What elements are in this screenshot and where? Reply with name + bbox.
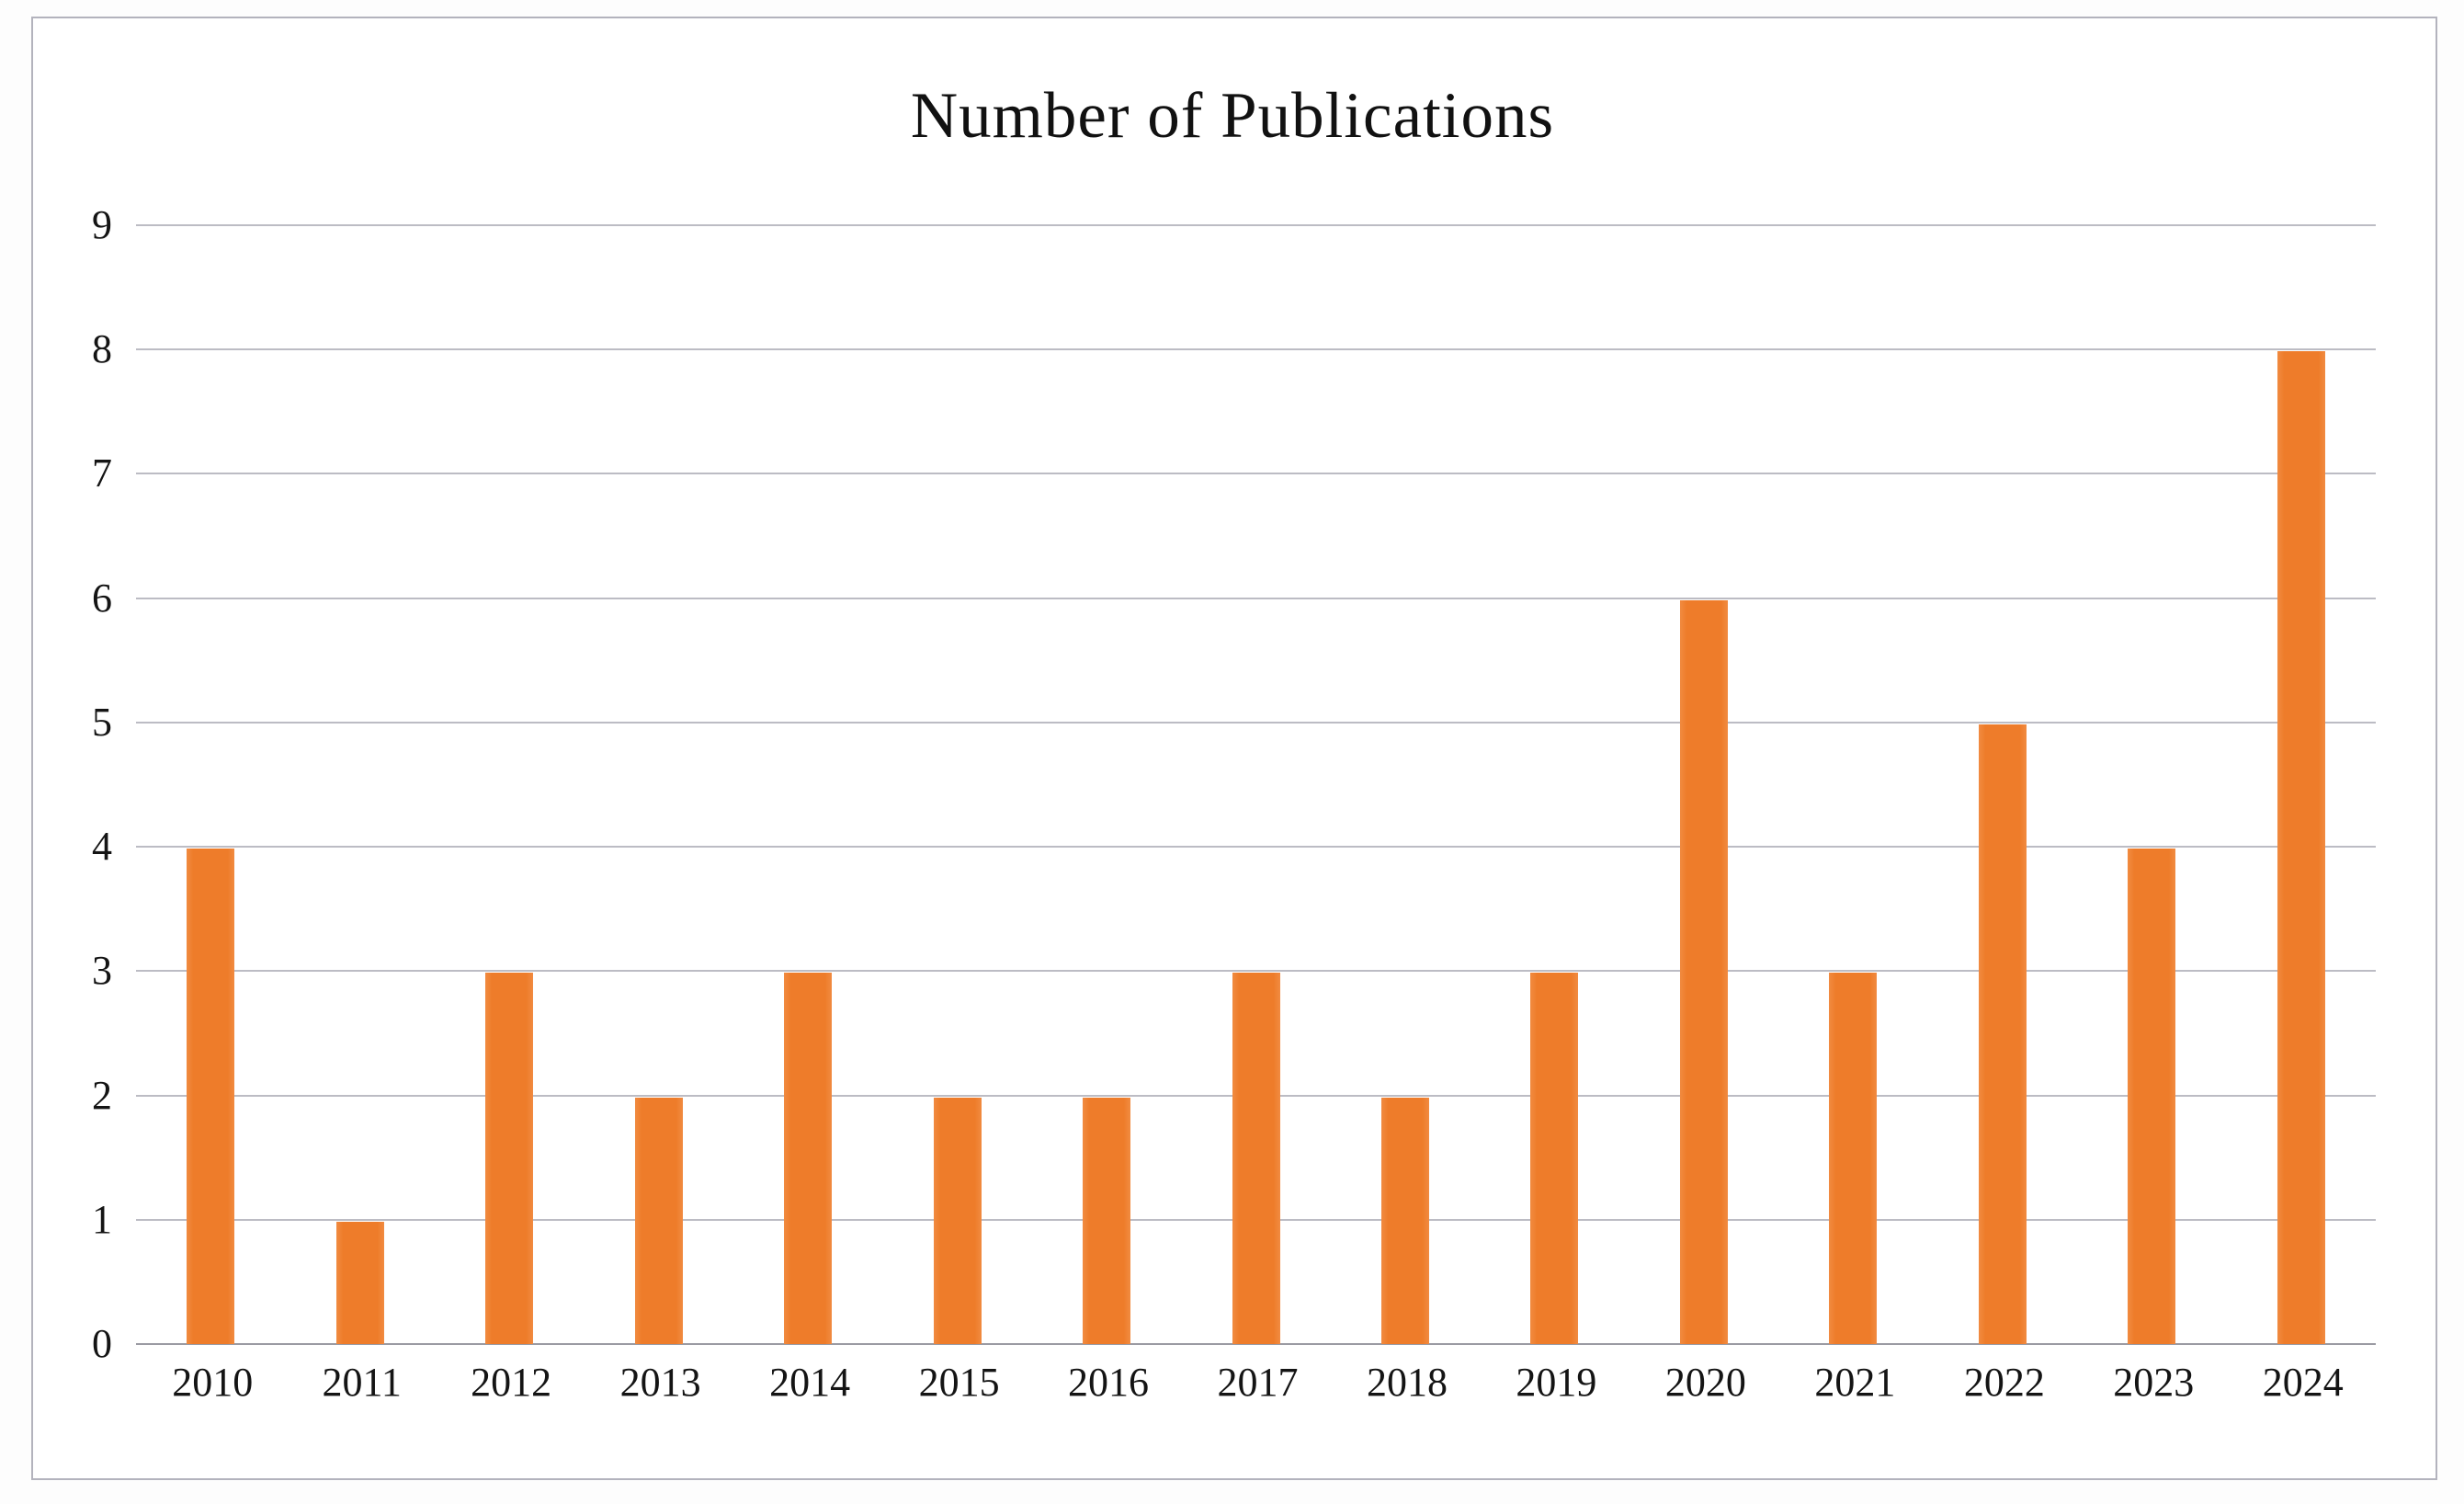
gridline [136, 597, 2376, 599]
bar-2018 [1380, 1097, 1429, 1344]
x-axis-line [136, 1343, 2376, 1345]
gridline [136, 348, 2376, 351]
x-axis-tick-label: 2012 [471, 1360, 552, 1405]
gridline [136, 721, 2376, 724]
x-axis-tick-label: 2015 [918, 1360, 1000, 1405]
bar-2023 [2128, 849, 2176, 1344]
x-axis-tick-label: 2016 [1068, 1360, 1150, 1405]
chart-title: Number of Publications [910, 80, 1555, 152]
x-axis-tick-label: 2021 [1814, 1360, 1896, 1405]
gridline [136, 224, 2376, 226]
gridline [136, 846, 2376, 849]
x-axis-tick-label: 2017 [1217, 1360, 1299, 1405]
x-axis-tick-label: 2011 [322, 1360, 402, 1405]
x-axis-tick-label: 2022 [1963, 1360, 2045, 1405]
x-axis-tick-label: 2020 [1664, 1360, 1746, 1405]
y-axis-tick-label: 0 [92, 1321, 112, 1366]
bar-2015 [933, 1097, 982, 1344]
bar-2021 [1829, 973, 1878, 1344]
y-axis-tick-label: 1 [92, 1196, 112, 1242]
x-axis-tick-label: 2013 [619, 1360, 701, 1405]
x-axis-tick-label: 2014 [769, 1360, 851, 1405]
gridline [136, 473, 2376, 475]
x-axis-tick-label: 2024 [2262, 1360, 2344, 1405]
bar-2010 [187, 849, 235, 1344]
x-axis-tick-label: 2018 [1366, 1360, 1448, 1405]
y-axis-tick-label: 6 [92, 575, 112, 621]
y-axis-tick-label: 4 [92, 824, 112, 870]
bar-2017 [1232, 973, 1280, 1344]
y-axis-tick-label: 9 [92, 202, 112, 247]
bar-2011 [335, 1221, 384, 1344]
y-axis-tick-label: 3 [92, 948, 112, 994]
bar-2019 [1530, 973, 1579, 1344]
bar-2022 [1978, 724, 2027, 1344]
bar-2016 [1083, 1097, 1131, 1344]
bar-2024 [2277, 351, 2325, 1344]
x-axis-tick-label: 2019 [1516, 1360, 1597, 1405]
x-axis-tick-label: 2023 [2113, 1360, 2195, 1405]
bar-2020 [1679, 599, 1728, 1344]
gridline [136, 970, 2376, 973]
x-axis-tick-label: 2010 [172, 1360, 254, 1405]
y-axis-tick-label: 2 [92, 1072, 112, 1118]
bar-2014 [784, 973, 833, 1344]
bar-2012 [485, 973, 534, 1344]
y-axis-tick-label: 7 [92, 450, 112, 496]
y-axis-tick-label: 8 [92, 326, 112, 372]
y-axis-tick-label: 5 [92, 699, 112, 745]
bar-2013 [634, 1097, 683, 1344]
